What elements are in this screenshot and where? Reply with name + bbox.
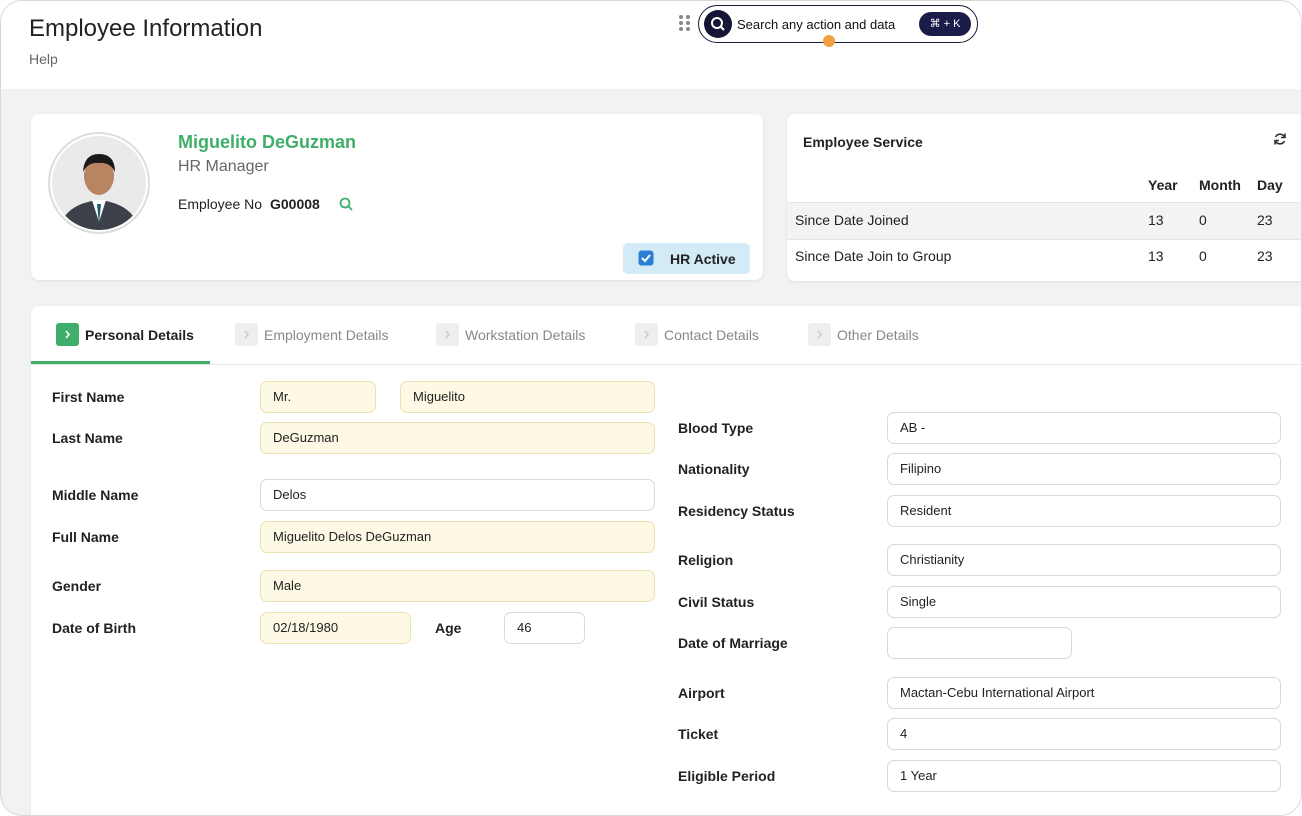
input-field[interactable]: 4 [887,718,1281,750]
field-label: Middle Name [52,487,139,503]
field-label: First Name [52,389,125,405]
service-row-label: Since Date Join to Group [795,248,952,264]
input-field[interactable]: 1 Year [887,760,1281,792]
help-link[interactable]: Help [29,51,58,67]
input-field[interactable]: Mr. [260,381,376,413]
field-label: Residency Status [678,503,795,519]
input-field[interactable]: AB - [887,412,1281,444]
service-row-label: Since Date Joined [795,212,909,228]
tab-divider [31,364,1301,365]
tab[interactable]: Other Details [837,327,919,343]
service-value: 0 [1199,212,1207,228]
input-field[interactable]: Delos [260,479,655,511]
tab-icon[interactable] [808,323,831,346]
tab[interactable]: Personal Details [85,327,194,343]
employee-no: G00008 [270,196,320,212]
input-field[interactable]: Miguelito Delos DeGuzman [260,521,655,553]
field-label: Blood Type [678,420,754,436]
tab-icon[interactable] [235,323,258,346]
chevron [445,330,451,339]
employee-search-icon[interactable] [339,197,353,211]
search-placeholder: Search any action and data [737,17,896,32]
input-field[interactable]: 46 [504,612,585,644]
field-label: Eligible Period [678,768,776,784]
tab-icon[interactable] [635,323,658,346]
service-column-header: Year [1148,177,1178,193]
service-column-header: Day [1257,177,1283,193]
chevron [644,330,650,339]
field-label: Religion [678,552,734,568]
input-field[interactable] [887,627,1072,659]
field-label: Age [435,620,462,636]
field-label: Civil Status [678,594,755,610]
service-value: 23 [1257,248,1273,264]
grip-icon[interactable] [678,14,692,32]
field-label: Ticket [678,726,719,742]
employee-position: HR Manager [178,158,269,175]
service-title: Employee Service [803,134,923,150]
service-value: 23 [1257,212,1273,228]
field-label: Date of Birth [52,620,136,636]
chevron [244,330,250,339]
header [1,1,1301,89]
employee-name: Miguelito DeGuzman [178,132,357,152]
input-field[interactable]: Filipino [887,453,1281,485]
field-label: Date of Marriage [678,635,788,651]
tab-icon[interactable] [436,323,459,346]
input-field[interactable]: 02/18/1980 [260,612,411,644]
field-label: Nationality [678,461,750,477]
service-column-header: Month [1199,177,1241,193]
refresh-icon[interactable] [1273,132,1287,146]
tab[interactable]: Contact Details [664,327,759,343]
employee-no-label: Employee No [178,196,263,212]
page-title: Employee Information [29,15,263,42]
field-label: Last Name [52,430,123,446]
field-label: Airport [678,685,725,701]
notification-dot [823,35,835,47]
service-value: 0 [1199,248,1207,264]
input-field[interactable]: DeGuzman [260,422,655,454]
service-value: 13 [1148,248,1164,264]
checkbox[interactable] [638,250,654,266]
input-field[interactable]: Christianity [887,544,1281,576]
service-value: 13 [1148,212,1164,228]
active-tab-indicator [31,361,210,364]
input-field[interactable]: Mactan-Cebu International Airport [887,677,1281,709]
input-field[interactable]: Single [887,586,1281,618]
input-field[interactable]: Miguelito [400,381,655,413]
service-row-bg [787,202,1301,240]
shortcut-badge: ⌘ + K [919,12,971,36]
service-card [787,114,1301,281]
avatar [48,132,150,234]
tab[interactable]: Workstation Details [465,327,586,343]
field-label: Gender [52,578,102,594]
field-label: Full Name [52,529,119,545]
hr-active-label: HR Active [670,251,736,267]
tab-icon[interactable] [56,323,79,346]
input-field[interactable]: Male [260,570,655,602]
tab[interactable]: Employment Details [264,327,389,343]
input-field[interactable]: Resident [887,495,1281,527]
chevron [65,330,71,339]
chevron [817,330,823,339]
search-icon [704,10,732,38]
